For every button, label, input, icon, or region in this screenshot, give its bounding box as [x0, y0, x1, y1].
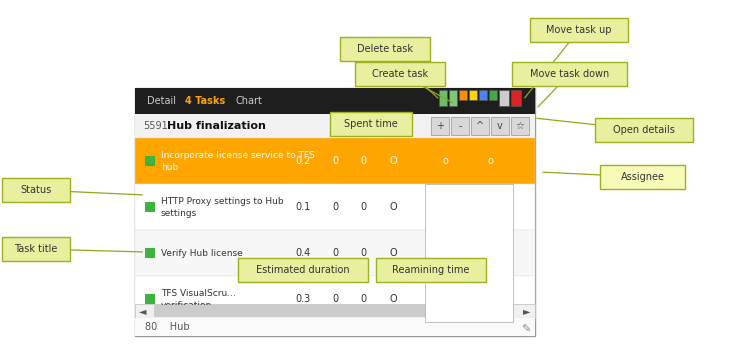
- Text: 0: 0: [360, 202, 366, 212]
- Text: v: v: [497, 121, 503, 131]
- FancyBboxPatch shape: [135, 88, 535, 336]
- FancyBboxPatch shape: [135, 318, 535, 336]
- Text: ^: ^: [476, 121, 484, 131]
- Text: Estimated duration: Estimated duration: [256, 265, 350, 275]
- FancyBboxPatch shape: [135, 114, 535, 138]
- Text: O: O: [389, 248, 397, 258]
- Text: 0.2: 0.2: [296, 156, 310, 166]
- Text: o: o: [487, 248, 493, 258]
- Text: Hub finalization: Hub finalization: [167, 121, 266, 131]
- FancyBboxPatch shape: [135, 88, 535, 114]
- FancyBboxPatch shape: [145, 294, 155, 304]
- FancyBboxPatch shape: [491, 117, 509, 135]
- FancyBboxPatch shape: [600, 165, 685, 189]
- FancyBboxPatch shape: [449, 90, 457, 106]
- FancyBboxPatch shape: [135, 138, 535, 184]
- Text: Spent time: Spent time: [344, 119, 398, 129]
- Text: o: o: [442, 294, 448, 304]
- FancyBboxPatch shape: [340, 37, 430, 61]
- Text: settings: settings: [161, 209, 197, 218]
- FancyBboxPatch shape: [471, 117, 489, 135]
- FancyBboxPatch shape: [451, 117, 469, 135]
- Text: Assignee: Assignee: [620, 172, 665, 182]
- Text: 0.3: 0.3: [296, 294, 310, 304]
- Text: verification: verification: [161, 301, 212, 311]
- FancyBboxPatch shape: [145, 202, 155, 212]
- FancyBboxPatch shape: [469, 90, 477, 100]
- Text: Status: Status: [20, 185, 52, 195]
- FancyBboxPatch shape: [135, 230, 535, 276]
- FancyBboxPatch shape: [330, 112, 412, 136]
- Text: ◄: ◄: [139, 306, 147, 316]
- FancyBboxPatch shape: [511, 117, 529, 135]
- Text: ☆: ☆: [516, 121, 525, 131]
- FancyBboxPatch shape: [431, 117, 449, 135]
- Text: O: O: [389, 156, 397, 166]
- FancyBboxPatch shape: [135, 304, 535, 318]
- Text: 0: 0: [332, 202, 338, 212]
- FancyBboxPatch shape: [355, 62, 445, 86]
- Text: 0.4: 0.4: [296, 248, 310, 258]
- FancyBboxPatch shape: [145, 156, 155, 166]
- Text: Incorporate license service to TFS: Incorporate license service to TFS: [161, 152, 315, 160]
- FancyBboxPatch shape: [425, 184, 513, 322]
- Text: ✎: ✎: [521, 325, 531, 335]
- FancyBboxPatch shape: [459, 90, 467, 100]
- FancyBboxPatch shape: [135, 276, 535, 322]
- Text: o: o: [442, 156, 448, 166]
- Text: hub: hub: [161, 164, 179, 173]
- Text: ►: ►: [523, 306, 531, 316]
- Text: 0: 0: [332, 156, 338, 166]
- FancyBboxPatch shape: [489, 90, 497, 100]
- Text: O: O: [389, 294, 397, 304]
- FancyBboxPatch shape: [135, 184, 535, 230]
- Text: Task title: Task title: [14, 244, 58, 254]
- FancyBboxPatch shape: [479, 90, 487, 100]
- Text: o: o: [442, 248, 448, 258]
- Text: Open details: Open details: [613, 125, 675, 135]
- Text: O: O: [389, 202, 397, 212]
- Text: 4 Tasks: 4 Tasks: [185, 96, 225, 106]
- Text: 80    Hub: 80 Hub: [145, 322, 190, 332]
- FancyBboxPatch shape: [154, 305, 506, 317]
- Text: 0: 0: [332, 294, 338, 304]
- Text: o: o: [487, 202, 493, 212]
- Text: o: o: [487, 294, 493, 304]
- Text: 0: 0: [360, 294, 366, 304]
- Text: 0: 0: [332, 248, 338, 258]
- Text: TFS VisualScru...: TFS VisualScru...: [161, 289, 236, 299]
- Text: Detail: Detail: [147, 96, 176, 106]
- Text: o: o: [487, 156, 493, 166]
- Text: 0: 0: [360, 248, 366, 258]
- Text: o: o: [442, 202, 448, 212]
- FancyBboxPatch shape: [2, 237, 70, 261]
- FancyBboxPatch shape: [376, 258, 486, 282]
- FancyBboxPatch shape: [530, 18, 628, 42]
- FancyBboxPatch shape: [499, 90, 509, 106]
- FancyBboxPatch shape: [511, 90, 521, 106]
- Text: Move task up: Move task up: [546, 25, 612, 35]
- Text: Move task down: Move task down: [530, 69, 609, 79]
- Text: 5591: 5591: [143, 121, 167, 131]
- Text: -: -: [458, 121, 462, 131]
- FancyBboxPatch shape: [238, 258, 368, 282]
- Text: Chart: Chart: [235, 96, 262, 106]
- FancyBboxPatch shape: [439, 90, 447, 106]
- FancyBboxPatch shape: [595, 118, 693, 142]
- Text: Delete task: Delete task: [357, 44, 413, 54]
- Text: HTTP Proxy settings to Hub: HTTP Proxy settings to Hub: [161, 197, 284, 207]
- FancyBboxPatch shape: [145, 248, 155, 258]
- FancyBboxPatch shape: [512, 62, 627, 86]
- Text: +: +: [436, 121, 444, 131]
- Text: Reamining time: Reamining time: [392, 265, 470, 275]
- FancyBboxPatch shape: [2, 178, 70, 202]
- Text: 0: 0: [360, 156, 366, 166]
- Text: 0.1: 0.1: [296, 202, 310, 212]
- Text: Create task: Create task: [372, 69, 428, 79]
- Text: Verify Hub license: Verify Hub license: [161, 248, 243, 257]
